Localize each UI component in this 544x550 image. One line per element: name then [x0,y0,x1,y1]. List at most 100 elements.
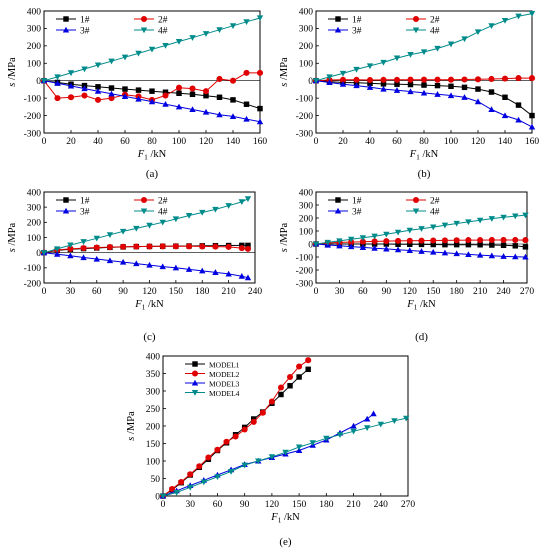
legend-marker [140,27,148,34]
data-point [106,257,114,264]
data-point [256,118,264,125]
data-point [447,76,455,83]
data-point [146,243,153,250]
data-point [430,224,437,231]
data-point [434,76,441,83]
legend-marker [63,197,69,203]
data-point [241,426,248,433]
data-point [225,270,232,277]
data-point [80,245,87,252]
data-point [488,216,496,222]
data-point [528,123,536,130]
data-point [488,236,495,244]
chart-3: 0 30 60 90 120 150 180 210 240 270 -300 -200 -100 0 10… [279,188,534,343]
data-point [347,236,355,243]
x-tick-label: 120 [199,137,214,147]
legend-marker [191,379,199,386]
y-axis-label: s /MPa [7,222,18,252]
x-tick-label: 120 [403,287,418,297]
data-point [95,84,101,90]
data-point [465,237,472,244]
data-point [133,243,140,250]
y-axis-label: s /MPa [279,57,290,87]
data-point [162,92,169,99]
y-tick-label: 300 [299,201,314,211]
legend-label: 2# [430,196,440,206]
data-point [162,101,169,107]
data-point [94,96,102,103]
data-point [515,116,522,123]
data-point [353,82,360,89]
data-point [148,46,156,53]
x-tick-label: 160 [525,137,540,147]
data-point [227,468,235,475]
data-point [243,101,250,107]
legend-label: 3# [352,207,362,217]
legend-label: 4# [158,207,168,217]
plot-frame [43,10,261,134]
data-point [515,13,522,20]
data-point [363,425,371,431]
data-point [418,226,425,232]
y-tick-label: 400 [299,7,314,17]
series-3# [312,77,536,130]
x-tick-label: 30 [335,287,345,297]
x-tick-label: 270 [520,287,535,297]
data-point [420,89,428,96]
series-3# [312,240,529,260]
series-4# [312,212,529,248]
legend: 1# 2# 3# 4# [56,15,168,36]
data-point [377,421,384,428]
x-tick-label: 30 [66,287,76,297]
y-tick-label: 50 [151,475,161,485]
data-point [230,97,236,103]
data-point [257,105,263,112]
data-point [135,50,142,57]
data-point [189,35,196,41]
legend-label: 2# [158,15,168,25]
data-point [241,462,248,469]
data-point [216,27,223,34]
legend-marker [192,361,198,367]
data-point [407,52,414,58]
data-point [453,237,460,244]
panel-label: (d) [415,331,428,343]
y-tick-label: -200 [24,279,42,289]
data-point [202,31,210,37]
legend-marker [63,16,69,22]
x-tick-label: 210 [222,287,237,297]
series-2# [312,75,536,84]
data-point [339,70,347,77]
data-point [453,220,460,227]
x-axis-label: F1 /kN [134,299,164,312]
y-tick-label: -100 [24,264,42,274]
data-point [135,95,142,102]
legend-label: 1# [352,196,362,206]
data-point [40,78,48,84]
data-point [394,81,400,87]
data-point [500,253,507,259]
data-point [268,398,275,405]
series-1# [313,77,535,119]
x-tick-label: 90 [240,500,250,510]
data-point [255,458,262,465]
data-point [488,106,495,113]
data-point [67,70,75,77]
chart-1: 0 20 40 60 80 100 120 140 160 -300 -200 -100 0 100 200… [279,7,539,180]
data-point [245,242,251,249]
y-tick-label: 150 [146,440,161,450]
data-point [256,69,264,76]
data-point [185,266,193,272]
data-point [501,75,509,82]
legend-marker [140,196,148,204]
y-tick-label: 350 [146,370,161,380]
x-tick-label: 120 [142,287,157,297]
legend-label: MODEL4 [209,389,240,398]
y-tick-label: 400 [27,188,42,198]
data-point [176,90,182,96]
data-point [229,113,237,120]
data-point [406,227,413,234]
data-point [223,438,230,445]
y-tick-label: -300 [296,129,314,139]
legend-label: 1# [80,15,90,25]
